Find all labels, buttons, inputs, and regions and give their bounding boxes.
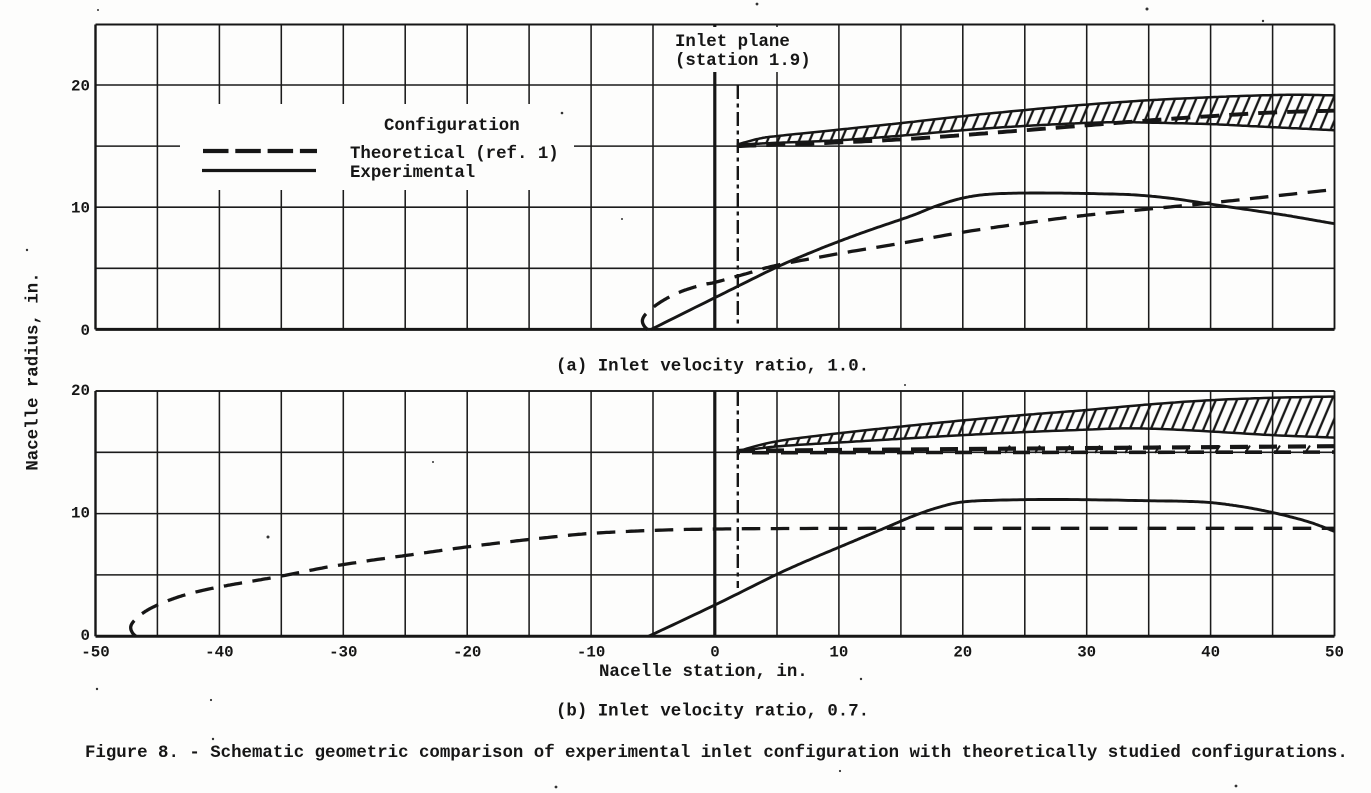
svg-text:Configuration: Configuration	[384, 117, 520, 136]
svg-text:-50: -50	[81, 644, 109, 662]
svg-text:(a) Inlet velocity ratio, 1.0.: (a) Inlet velocity ratio, 1.0.	[556, 358, 869, 377]
svg-text:-20: -20	[453, 644, 481, 662]
svg-text:Theoretical (ref. 1): Theoretical (ref. 1)	[350, 145, 559, 164]
svg-text:20: 20	[71, 382, 90, 400]
svg-text:40: 40	[1201, 644, 1220, 662]
svg-text:-10: -10	[577, 644, 605, 662]
svg-text:10: 10	[71, 200, 90, 218]
svg-text:0: 0	[710, 644, 719, 662]
svg-text:Experimental: Experimental	[350, 164, 475, 183]
svg-text:(station 1.9): (station 1.9)	[675, 52, 811, 71]
svg-text:-30: -30	[329, 644, 357, 662]
svg-text:(b) Inlet velocity ratio, 0.7.: (b) Inlet velocity ratio, 0.7.	[556, 703, 869, 722]
svg-text:50: 50	[1325, 644, 1344, 662]
svg-text:0: 0	[81, 322, 90, 340]
svg-text:Figure 8. - Schematic geometri: Figure 8. - Schematic geometric comparis…	[85, 744, 1348, 763]
svg-text:-40: -40	[205, 644, 233, 662]
svg-text:20: 20	[71, 78, 90, 96]
svg-text:Nacelle station, in.: Nacelle station, in.	[599, 663, 808, 682]
svg-text:Inlet plane: Inlet plane	[675, 33, 790, 52]
svg-text:30: 30	[1077, 644, 1096, 662]
svg-text:10: 10	[829, 644, 848, 662]
svg-text:20: 20	[953, 644, 972, 662]
svg-text:10: 10	[71, 505, 90, 523]
svg-text:Nacelle radius, in.: Nacelle radius, in.	[25, 272, 44, 470]
svg-text:0: 0	[81, 627, 90, 645]
